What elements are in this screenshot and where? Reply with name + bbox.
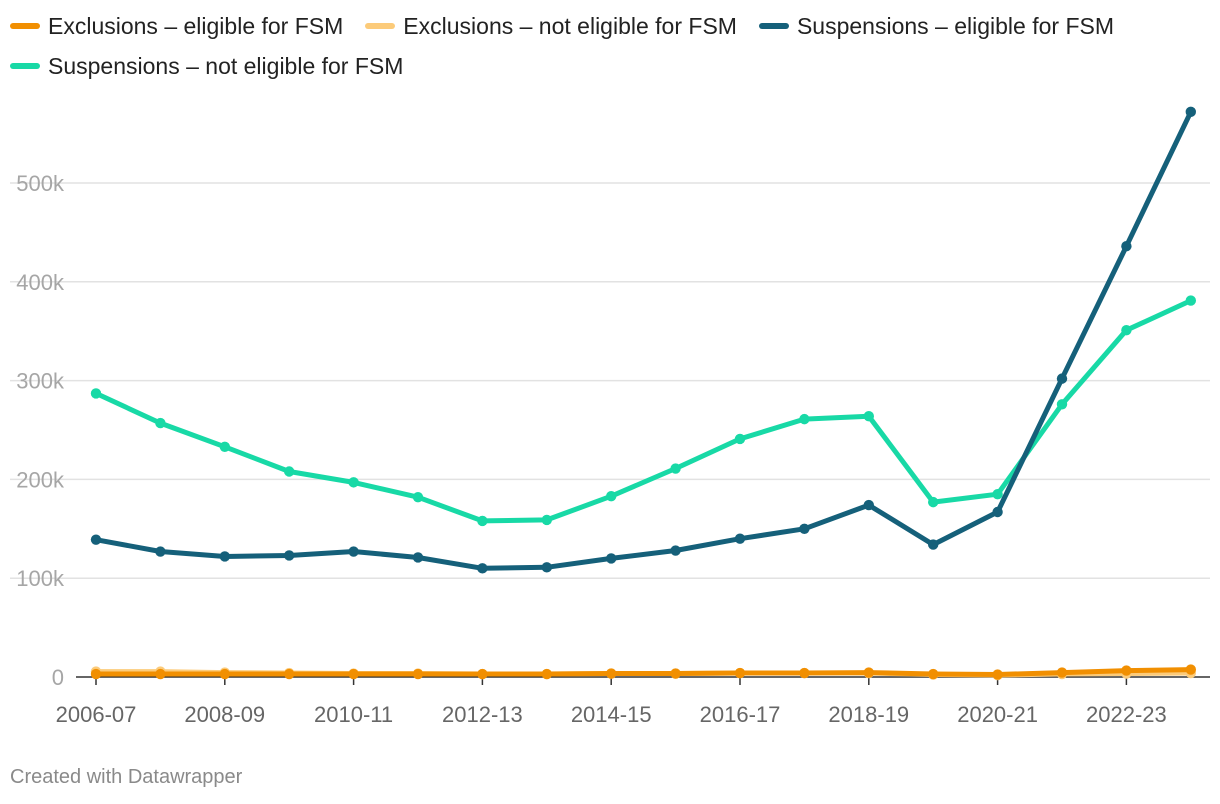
data-point xyxy=(734,667,746,679)
x-tick-label: 2012-13 xyxy=(442,702,523,727)
data-point xyxy=(284,466,295,477)
x-tick-label: 2018-19 xyxy=(828,702,909,727)
line-chart: 0 100k 200k 300k 400k 500k 2006-07 2008-09 2010-… xyxy=(10,106,1210,727)
data-point xyxy=(1056,399,1068,410)
data-point xyxy=(606,553,617,564)
data-point xyxy=(477,668,488,680)
legend-item-exclusions-fsm: Exclusions – eligible for FSM xyxy=(10,12,344,39)
data-point xyxy=(863,667,874,678)
x-tick-label: 2008-09 xyxy=(184,702,265,727)
data-point xyxy=(90,534,102,545)
data-point xyxy=(1121,325,1132,336)
data-point xyxy=(992,489,1003,500)
data-point xyxy=(412,491,424,503)
data-point xyxy=(1121,241,1132,252)
data-point xyxy=(90,388,102,399)
data-point xyxy=(606,668,617,679)
series-line-3 xyxy=(93,667,1194,677)
data-point xyxy=(155,668,166,680)
data-point xyxy=(734,433,746,445)
legend-item-exclusions-not-fsm: Exclusions – not eligible for FSM xyxy=(365,12,737,39)
data-point xyxy=(1056,373,1068,384)
data-point xyxy=(477,563,488,574)
legend-label: Exclusions – eligible for FSM xyxy=(48,12,344,39)
x-tick-label: 2020-21 xyxy=(957,702,1038,727)
y-tick-label: 400k xyxy=(16,270,65,295)
x-tick-label: 2022-23 xyxy=(1086,702,1167,727)
data-point xyxy=(1185,295,1197,306)
data-point xyxy=(799,523,810,534)
data-point xyxy=(928,668,939,680)
data-point xyxy=(670,463,681,474)
y-tick-label: 200k xyxy=(16,467,65,492)
data-point xyxy=(348,477,359,488)
data-point xyxy=(799,667,810,679)
data-point xyxy=(284,550,295,561)
data-point xyxy=(541,668,552,680)
data-point xyxy=(219,668,230,680)
legend-swatch xyxy=(365,23,396,29)
data-point xyxy=(928,496,939,508)
data-point xyxy=(992,506,1003,518)
legend-label: Suspensions – not eligible for FSM xyxy=(48,52,404,79)
data-point xyxy=(348,668,359,680)
legend-label: Exclusions – not eligible for FSM xyxy=(403,12,737,39)
y-tick-label: 100k xyxy=(16,566,65,591)
x-tick-label: 2014-15 xyxy=(571,702,652,727)
data-point xyxy=(541,514,552,526)
data-point xyxy=(155,417,166,429)
legend-item-suspensions-not-fsm: Suspensions – not eligible for FSM xyxy=(10,52,404,79)
series-line-1 xyxy=(93,109,1194,571)
legend: Exclusions – eligible for FSM Exclusions… xyxy=(10,12,1210,79)
y-tick-label: 500k xyxy=(16,171,65,196)
data-point xyxy=(992,669,1003,680)
y-tick-label: 300k xyxy=(16,369,65,394)
data-point xyxy=(1121,665,1132,676)
data-point xyxy=(219,441,230,452)
x-tick-label: 2016-17 xyxy=(700,702,781,727)
data-point xyxy=(219,551,230,562)
data-point xyxy=(1185,664,1197,675)
credit-text: Created with Datawrapper xyxy=(10,766,243,788)
legend-label: Suspensions – eligible for FSM xyxy=(796,12,1115,39)
data-point xyxy=(1056,667,1068,678)
data-point xyxy=(348,546,359,557)
data-point xyxy=(155,546,166,557)
data-point xyxy=(863,410,874,422)
legend-item-suspensions-fsm: Suspensions – eligible for FSM xyxy=(758,12,1115,39)
x-tick-label: 2010-11 xyxy=(314,702,393,727)
y-tick-label: 0 xyxy=(52,665,64,690)
legend-swatch xyxy=(10,23,40,29)
data-point xyxy=(670,545,681,556)
data-point xyxy=(412,668,424,680)
data-point xyxy=(863,499,874,511)
legend-swatch xyxy=(758,23,789,29)
data-point xyxy=(412,552,424,563)
data-point xyxy=(670,668,681,679)
x-tick-label: 2006-07 xyxy=(56,702,137,727)
legend-swatch xyxy=(10,63,40,69)
data-point xyxy=(284,668,295,680)
data-point xyxy=(541,562,552,573)
data-point xyxy=(734,533,746,544)
data-point xyxy=(799,413,810,425)
data-point xyxy=(928,539,939,550)
data-point xyxy=(477,515,488,527)
data-point xyxy=(90,668,102,680)
series-line-0 xyxy=(93,298,1194,524)
data-point xyxy=(606,490,617,502)
data-point xyxy=(1185,106,1197,118)
